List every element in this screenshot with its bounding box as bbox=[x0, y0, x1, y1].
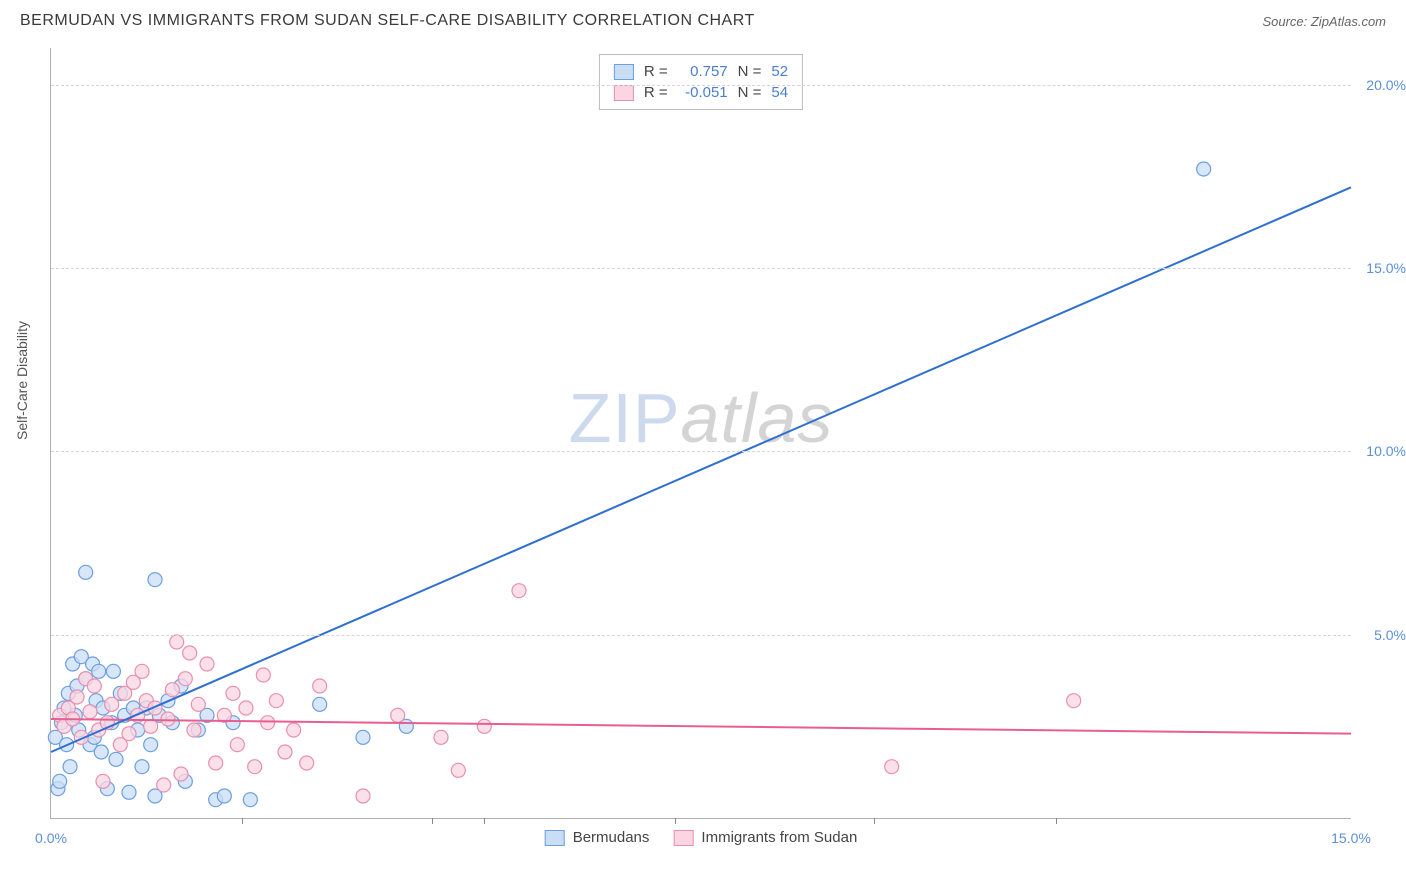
data-point bbox=[1197, 162, 1211, 176]
data-point bbox=[885, 760, 899, 774]
data-point bbox=[165, 683, 179, 697]
data-point bbox=[217, 789, 231, 803]
data-point bbox=[96, 774, 110, 788]
y-axis-label: Self-Care Disability bbox=[14, 321, 30, 440]
data-point bbox=[391, 708, 405, 722]
chart-plot-area: ZIPatlas R = 0.757 N = 52 R = -0.051 N =… bbox=[50, 48, 1351, 819]
data-point bbox=[451, 763, 465, 777]
data-point bbox=[278, 745, 292, 759]
data-point bbox=[477, 719, 491, 733]
data-point bbox=[248, 760, 262, 774]
y-tick-label: 20.0% bbox=[1366, 77, 1406, 93]
data-point bbox=[148, 573, 162, 587]
data-point bbox=[356, 730, 370, 744]
x-tick-minor bbox=[432, 818, 433, 824]
x-tick-label: 15.0% bbox=[1331, 830, 1371, 846]
data-point bbox=[161, 712, 175, 726]
data-point bbox=[434, 730, 448, 744]
gridline-h bbox=[51, 451, 1351, 452]
x-tick-minor bbox=[874, 818, 875, 824]
data-point bbox=[105, 697, 119, 711]
gridline-h bbox=[51, 268, 1351, 269]
swatch-series-1 bbox=[614, 85, 634, 101]
data-point bbox=[512, 584, 526, 598]
data-point bbox=[87, 679, 101, 693]
trend-line bbox=[51, 187, 1351, 752]
data-point bbox=[135, 664, 149, 678]
x-tick-label: 0.0% bbox=[35, 830, 67, 846]
data-point bbox=[106, 664, 120, 678]
gridline-h bbox=[51, 85, 1351, 86]
data-point bbox=[226, 686, 240, 700]
series-legend: Bermudans Immigrants from Sudan bbox=[545, 829, 858, 846]
data-point bbox=[157, 778, 171, 792]
x-tick-minor bbox=[484, 818, 485, 824]
data-point bbox=[256, 668, 270, 682]
data-point bbox=[183, 646, 197, 660]
data-point bbox=[230, 738, 244, 752]
correlation-legend: R = 0.757 N = 52 R = -0.051 N = 54 bbox=[599, 54, 803, 110]
data-point bbox=[178, 672, 192, 686]
x-tick-minor bbox=[242, 818, 243, 824]
data-point bbox=[144, 719, 158, 733]
data-point bbox=[356, 789, 370, 803]
gridline-h bbox=[51, 635, 1351, 636]
data-point bbox=[63, 760, 77, 774]
data-point bbox=[239, 701, 253, 715]
trend-line bbox=[51, 719, 1351, 734]
data-point bbox=[261, 716, 275, 730]
data-point bbox=[269, 694, 283, 708]
y-tick-label: 5.0% bbox=[1374, 627, 1406, 643]
swatch-bottom-0 bbox=[545, 830, 565, 846]
data-point bbox=[94, 745, 108, 759]
legend-row-series-0: R = 0.757 N = 52 bbox=[614, 61, 788, 82]
data-point bbox=[135, 760, 149, 774]
data-point bbox=[53, 774, 67, 788]
data-point bbox=[313, 679, 327, 693]
data-point bbox=[174, 767, 188, 781]
scatter-svg bbox=[51, 48, 1351, 818]
data-point bbox=[83, 705, 97, 719]
x-tick-minor bbox=[675, 818, 676, 824]
data-point bbox=[79, 565, 93, 579]
data-point bbox=[144, 738, 158, 752]
data-point bbox=[287, 723, 301, 737]
source-attribution: Source: ZipAtlas.com bbox=[1262, 14, 1386, 29]
data-point bbox=[243, 793, 257, 807]
data-point bbox=[200, 657, 214, 671]
data-point bbox=[122, 727, 136, 741]
swatch-series-0 bbox=[614, 64, 634, 80]
chart-title: BERMUDAN VS IMMIGRANTS FROM SUDAN SELF-C… bbox=[20, 12, 755, 30]
data-point bbox=[92, 664, 106, 678]
data-point bbox=[300, 756, 314, 770]
data-point bbox=[109, 752, 123, 766]
legend-item-1: Immigrants from Sudan bbox=[673, 829, 857, 846]
x-tick-minor bbox=[1056, 818, 1057, 824]
y-tick-label: 10.0% bbox=[1366, 443, 1406, 459]
data-point bbox=[1067, 694, 1081, 708]
data-point bbox=[70, 690, 84, 704]
data-point bbox=[191, 697, 205, 711]
data-point bbox=[170, 635, 184, 649]
swatch-bottom-1 bbox=[673, 830, 693, 846]
legend-item-0: Bermudans bbox=[545, 829, 650, 846]
data-point bbox=[187, 723, 201, 737]
y-tick-label: 15.0% bbox=[1366, 260, 1406, 276]
data-point bbox=[313, 697, 327, 711]
data-point bbox=[209, 756, 223, 770]
data-point bbox=[122, 785, 136, 799]
